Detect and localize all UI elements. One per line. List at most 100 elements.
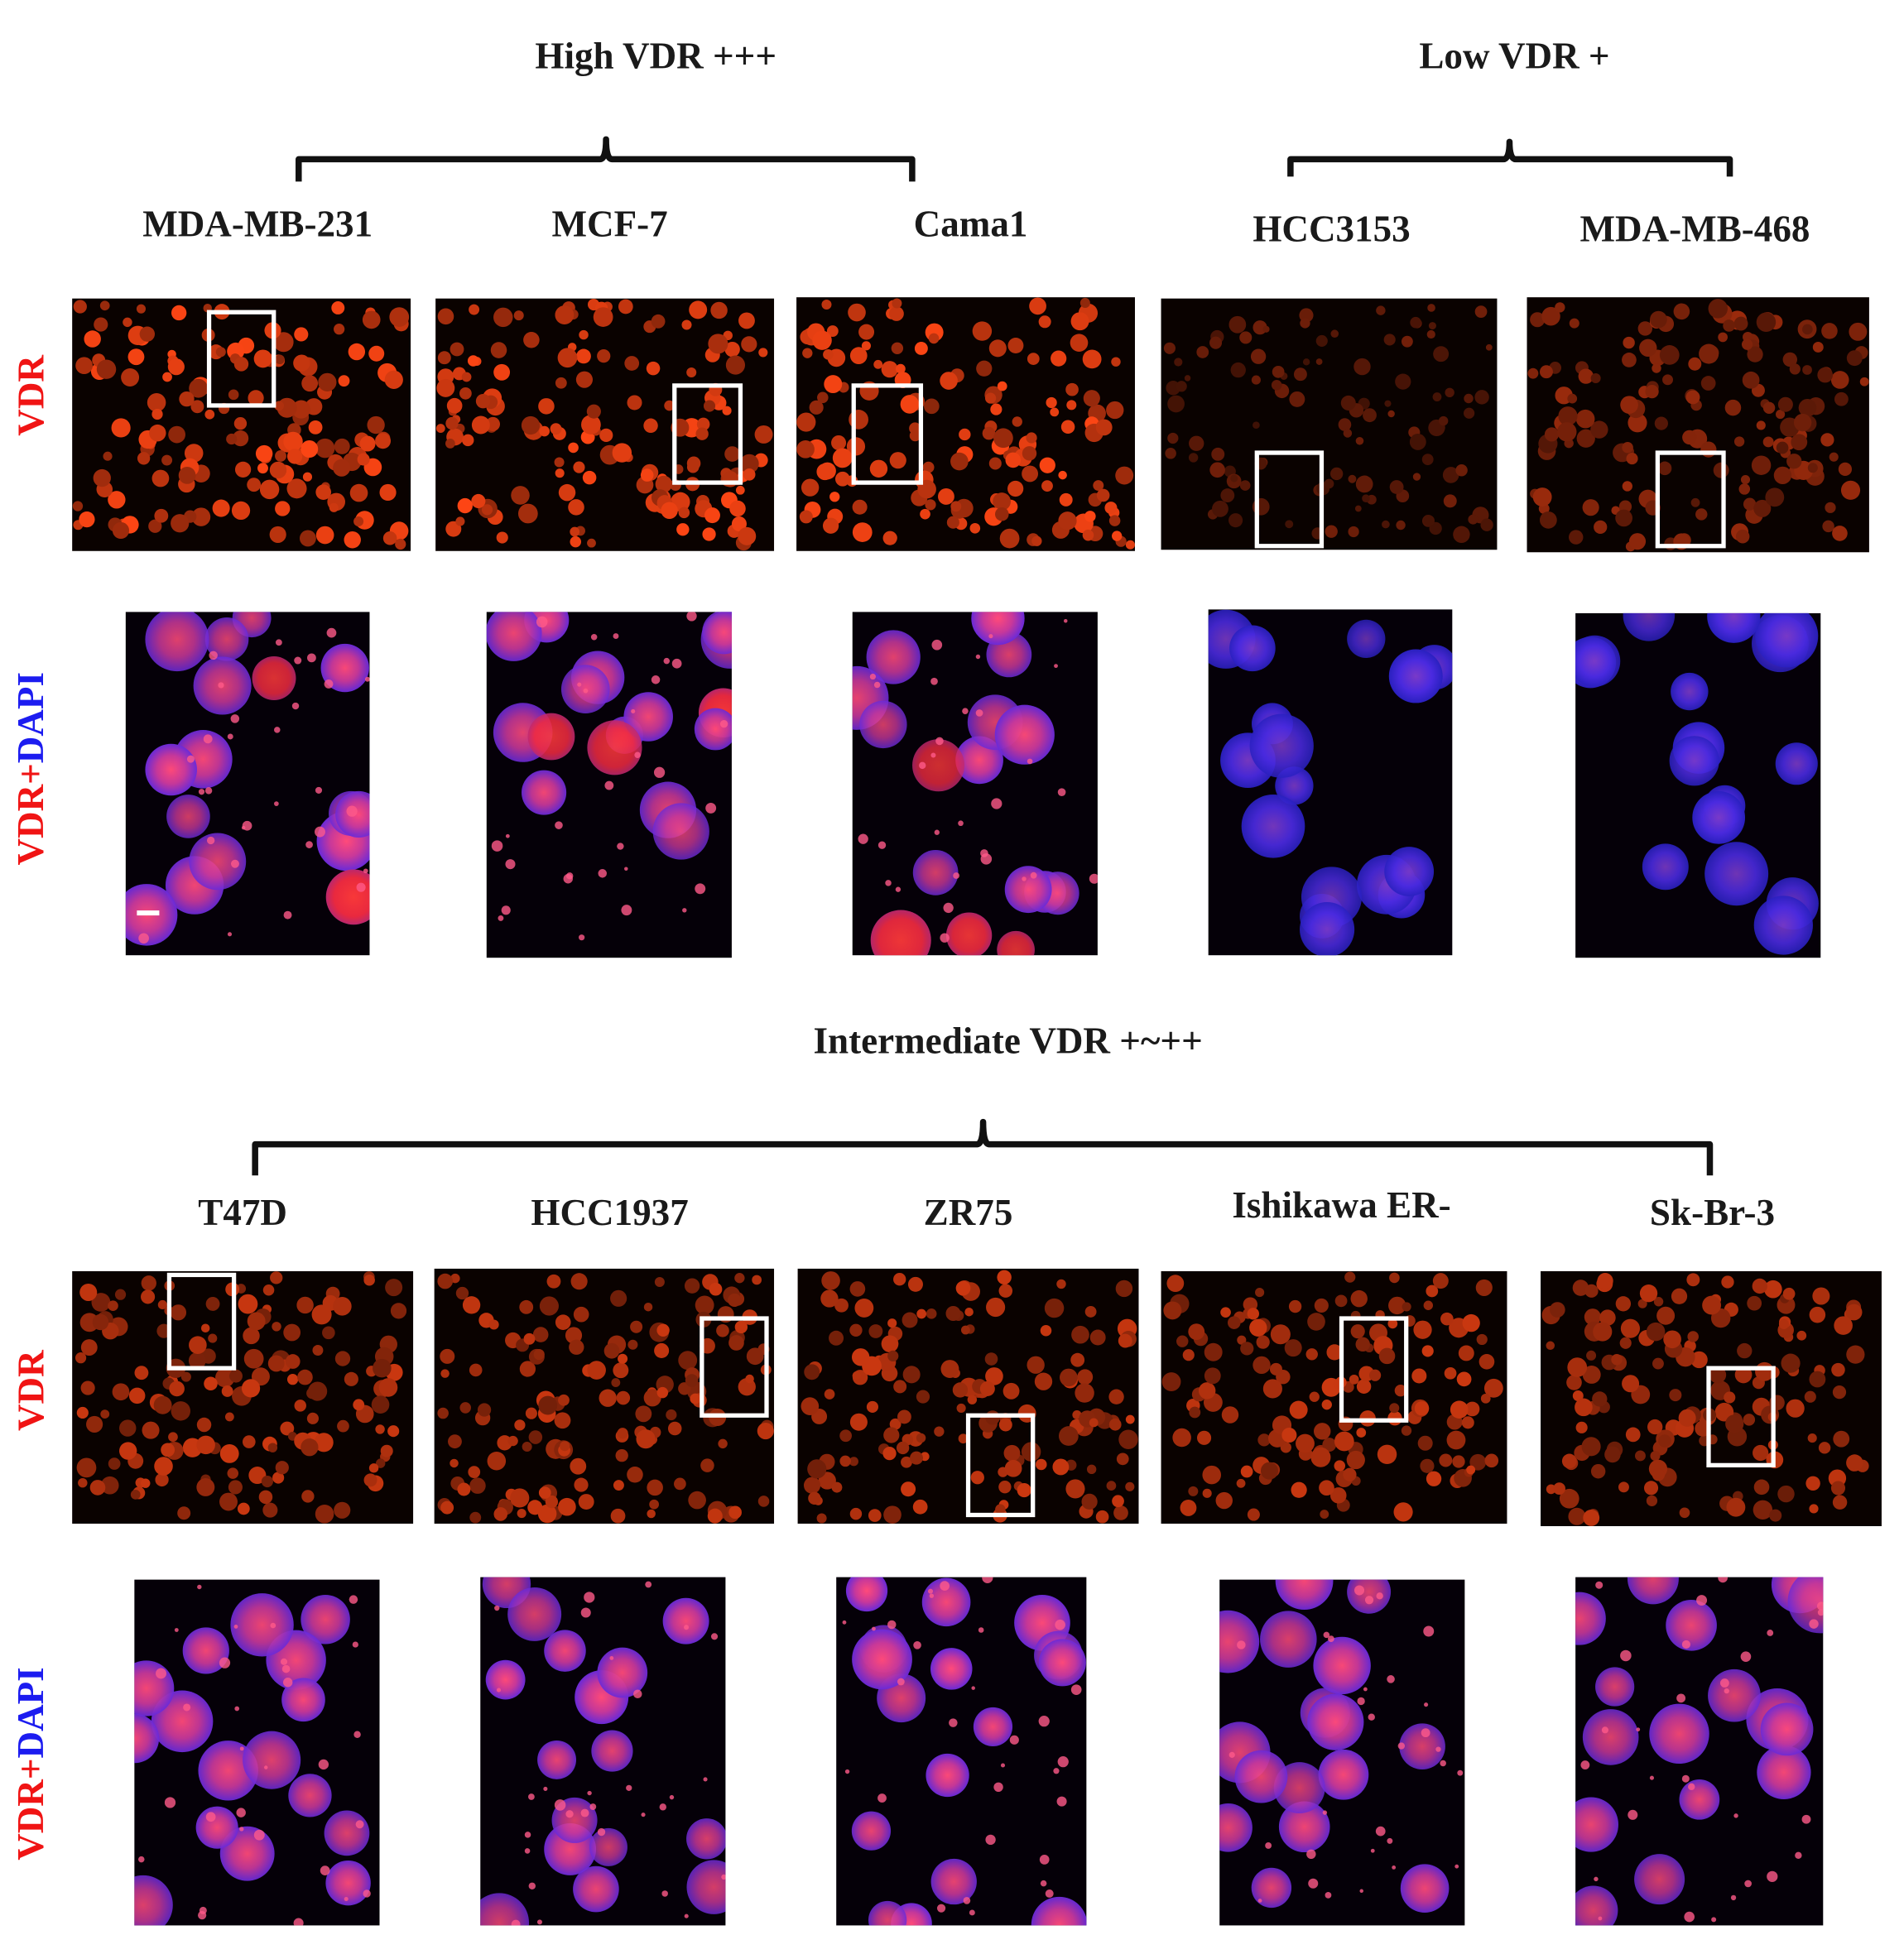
nucleolus: [1027, 758, 1033, 765]
cell: [301, 440, 319, 459]
cell: [752, 1275, 762, 1285]
nucleolus: [931, 639, 943, 651]
cell: [757, 1496, 770, 1507]
cell: [241, 1379, 261, 1398]
cell: [945, 912, 993, 956]
nucleolus: [320, 1865, 330, 1876]
cell: [1757, 1745, 1811, 1800]
cell: [916, 1433, 926, 1443]
cell: [852, 1629, 912, 1690]
cell: [248, 390, 264, 406]
cell: [79, 1283, 98, 1301]
cell: [436, 378, 455, 397]
cell: [1426, 1471, 1442, 1486]
cell: [1611, 1354, 1623, 1366]
cell: [1118, 1333, 1132, 1348]
cell: [1590, 373, 1601, 384]
cell: [1846, 1345, 1865, 1364]
cell: [1313, 1636, 1371, 1695]
cell: [1400, 1864, 1450, 1913]
cells: [437, 1273, 774, 1524]
cell: [902, 1312, 918, 1328]
nucleolus: [1368, 1713, 1375, 1721]
nucleolus: [294, 656, 302, 665]
cell: [1663, 1330, 1681, 1349]
nucleolus: [604, 780, 614, 790]
cell: [1700, 441, 1717, 458]
cell: [1433, 346, 1450, 363]
cell: [839, 1429, 852, 1443]
cell: [1330, 329, 1339, 339]
cell: [656, 1386, 669, 1399]
cell: [1859, 377, 1869, 387]
nucleolus: [991, 798, 1002, 809]
cell: [635, 1405, 652, 1423]
cell: [617, 1428, 628, 1439]
cell: [1807, 1433, 1817, 1443]
cell: [555, 1314, 571, 1331]
cell: [1084, 1306, 1097, 1318]
cell: [108, 1300, 118, 1312]
nucleolus: [1421, 1728, 1430, 1738]
cell: [1172, 1428, 1191, 1448]
row-label: VDR+DAPI: [10, 1667, 51, 1861]
nucleolus: [1681, 1640, 1691, 1649]
cell: [1355, 475, 1373, 493]
cell: [570, 526, 580, 537]
cell: [301, 1490, 315, 1503]
selection-box: [1339, 1316, 1409, 1423]
nucleolus: [975, 654, 981, 660]
cell: [866, 1400, 879, 1413]
nucleolus: [496, 1688, 502, 1693]
cell: [1188, 1323, 1205, 1341]
cell: [255, 444, 273, 463]
cell: [1846, 350, 1863, 367]
cells: [1527, 299, 1869, 552]
cell: [1480, 1393, 1491, 1404]
cell: [998, 1481, 1012, 1494]
cell: [285, 1354, 301, 1369]
cell: [627, 1339, 638, 1350]
cell: [627, 1467, 643, 1483]
cell: [1849, 322, 1868, 341]
cell: [1066, 400, 1077, 411]
cell: [1256, 1335, 1270, 1349]
cell: [909, 430, 921, 442]
cell: [1821, 323, 1838, 339]
cell: [896, 1441, 910, 1455]
cell: [955, 1280, 971, 1296]
cell: [685, 1374, 699, 1387]
cell: [1275, 1579, 1334, 1610]
cell: [148, 519, 162, 533]
cell: [440, 1348, 455, 1364]
cell: [1658, 1434, 1671, 1448]
cell: [141, 1289, 156, 1304]
cells: [801, 1270, 1138, 1524]
cell: [137, 452, 151, 465]
cell: [940, 1360, 959, 1379]
cell: [1174, 358, 1183, 367]
cell: [1455, 464, 1468, 477]
cell: [389, 307, 410, 327]
cell: [1038, 315, 1051, 329]
cell: [1576, 429, 1595, 448]
nucleolus: [1740, 1651, 1752, 1662]
cell: [866, 630, 921, 684]
cell: [1307, 1313, 1325, 1331]
cell: [1262, 325, 1270, 333]
cell: [1240, 1465, 1253, 1478]
nucleolus: [858, 833, 868, 844]
cell: [258, 1490, 273, 1505]
cell: [379, 483, 397, 502]
nucleolus: [949, 1718, 958, 1727]
nucleolus: [1055, 1619, 1065, 1630]
cell: [1726, 1497, 1746, 1517]
cell: [892, 298, 902, 309]
cell: [1649, 1703, 1709, 1765]
cell: [1096, 488, 1110, 502]
cell: [1812, 341, 1824, 353]
nucleolus: [1322, 1810, 1328, 1815]
cell: [1230, 474, 1238, 483]
cell: [1058, 1426, 1079, 1446]
